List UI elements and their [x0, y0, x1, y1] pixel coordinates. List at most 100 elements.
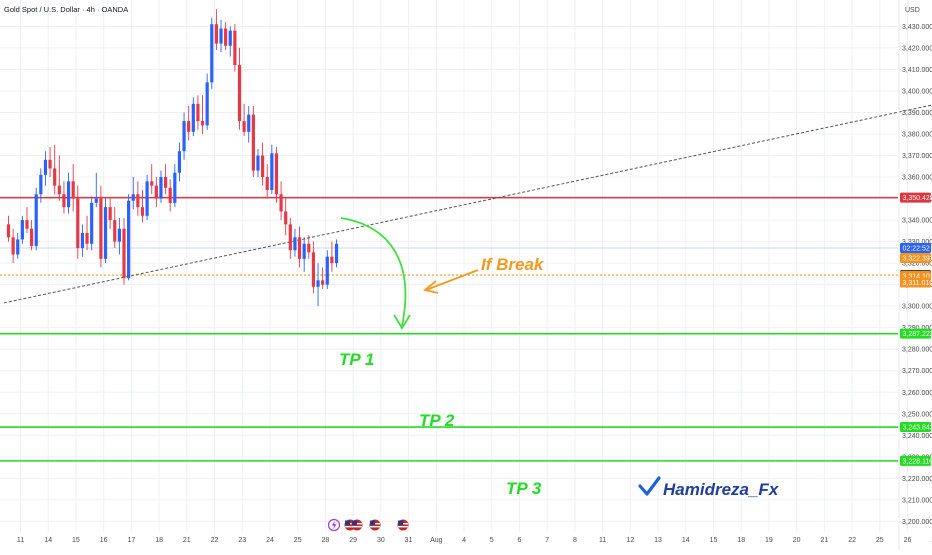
x-tick-label: 22: [211, 537, 219, 544]
candle-body: [81, 233, 84, 248]
tp1-label: TP 1: [339, 350, 374, 369]
candle-body: [48, 160, 51, 169]
candle-body: [224, 29, 227, 46]
candle-body: [150, 181, 153, 185]
y-tick-label: 3,200.000: [902, 519, 932, 526]
candle-body: [118, 229, 121, 242]
candle: [215, 9, 218, 50]
candle-body: [307, 244, 310, 253]
candle-body: [136, 194, 139, 207]
x-tick-label: 11: [599, 537, 606, 544]
x-tick-label: 22: [848, 537, 856, 544]
tp3-label: TP 3: [506, 479, 542, 498]
current-price-tag: 3,322.391: [903, 255, 932, 262]
countdown-tag: 02:22:52: [903, 246, 930, 253]
candle: [182, 112, 185, 159]
candle-body: [178, 151, 181, 173]
candle: [238, 48, 241, 130]
x-tick-label: 16: [100, 537, 108, 544]
candle: [298, 227, 301, 268]
candle: [85, 216, 88, 250]
y-tick-label: 3,400.000: [902, 88, 932, 95]
author-label: Hamidreza_Fx: [663, 480, 780, 499]
x-tick-label: 25: [876, 537, 884, 544]
candle-body: [113, 220, 116, 242]
candle: [303, 237, 306, 271]
candle: [164, 164, 167, 194]
check-icon: [640, 478, 659, 494]
candle: [178, 143, 181, 182]
candle-body: [215, 24, 218, 43]
candle: [219, 20, 222, 52]
x-tick-label: 28: [322, 537, 330, 544]
x-tick-label: 18: [155, 537, 163, 544]
resistance-price-tag: 3,350.428: [903, 195, 932, 202]
x-tick-label: Aug: [430, 537, 443, 544]
candle-body: [196, 104, 199, 121]
candle-body: [229, 31, 232, 46]
x-tick-label: 14: [682, 537, 690, 544]
candle: [159, 171, 162, 203]
candle: [169, 179, 172, 211]
candle-body: [182, 121, 185, 151]
candle-body: [122, 229, 125, 279]
candle-body: [330, 257, 333, 263]
symbol-title: Gold Spot / U.S. Dollar · 4h · OANDA: [4, 5, 128, 14]
candle: [35, 188, 38, 250]
candle-body: [44, 160, 47, 175]
candle: [122, 218, 125, 285]
y-tick-label: 3,270.000: [902, 368, 932, 375]
extra-price-tag: 3,311.010: [903, 280, 932, 287]
candle-body: [109, 207, 112, 220]
candle: [90, 196, 93, 250]
candle-body: [321, 280, 324, 284]
candle-body: [303, 244, 306, 259]
candle: [247, 106, 250, 143]
candle: [72, 164, 75, 211]
candle-body: [261, 156, 264, 178]
y-tick-label: 3,430.000: [902, 24, 932, 31]
us-flag-event-icon[interactable]: [352, 520, 363, 531]
y-tick-label: 3,210.000: [902, 497, 932, 504]
candle: [201, 95, 204, 134]
candle-body: [173, 173, 176, 203]
candle-body: [99, 199, 102, 259]
candle: [67, 173, 70, 214]
candle: [132, 177, 135, 209]
y-tick-label: 3,390.000: [902, 110, 932, 117]
candle-body: [266, 177, 269, 190]
x-tick-label: 26: [904, 537, 912, 544]
x-tick-label: 15: [710, 537, 718, 544]
candle-body: [104, 207, 107, 259]
y-tick-label: 3,250.000: [902, 411, 932, 418]
candle-body: [164, 177, 167, 188]
candle-body: [62, 194, 65, 207]
candle-body: [256, 156, 259, 171]
candle-body: [85, 233, 88, 244]
candle: [76, 186, 79, 259]
candle: [173, 164, 176, 207]
candle: [243, 104, 246, 136]
x-tick-label: 18: [737, 537, 745, 544]
axis-layer: 3,200.0003,210.0003,220.0003,230.0003,24…: [17, 0, 932, 550]
flash-event-icon[interactable]: [329, 520, 340, 531]
candle: [44, 151, 47, 185]
candle: [12, 229, 15, 263]
candle-body: [155, 186, 158, 199]
us-flag-event-icon[interactable]: [398, 520, 409, 531]
candle: [275, 147, 278, 203]
candle-body: [39, 175, 42, 194]
candle: [136, 181, 139, 215]
x-tick-label: 21: [183, 537, 191, 544]
candle-body: [233, 31, 236, 65]
tp1-price-tag: 3,287.222: [903, 331, 932, 338]
candle-body: [30, 229, 33, 246]
y-tick-label: 3,420.000: [902, 45, 932, 52]
us-flag-event-icon[interactable]: [370, 520, 381, 531]
y-tick-label: 3,260.000: [902, 390, 932, 397]
candle: [53, 145, 56, 195]
candle: [316, 263, 319, 306]
candle-body: [279, 194, 282, 211]
